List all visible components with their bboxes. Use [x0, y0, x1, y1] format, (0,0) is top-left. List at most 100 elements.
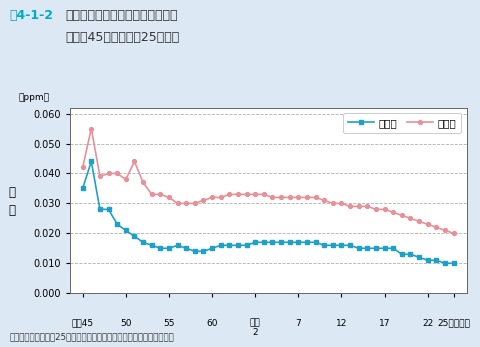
自排局	[106, 171, 111, 176]
一般局	[209, 246, 215, 251]
一般局	[432, 258, 438, 262]
一般局	[166, 246, 171, 251]
自排局	[148, 192, 154, 196]
自排局	[338, 201, 344, 205]
自排局	[415, 219, 421, 223]
自排局	[80, 166, 85, 170]
一般局	[183, 246, 189, 251]
自排局	[424, 222, 430, 227]
Text: 22: 22	[421, 319, 432, 328]
自排局	[140, 180, 145, 185]
Text: 昭和45: 昭和45	[72, 319, 94, 328]
自排局	[364, 204, 370, 209]
Text: 2: 2	[252, 328, 257, 337]
一般局	[140, 240, 145, 244]
自排局	[372, 207, 378, 211]
一般局	[303, 240, 309, 244]
一般局	[252, 240, 258, 244]
一般局	[390, 246, 396, 251]
Line: 自排局: 自排局	[81, 127, 455, 235]
Text: 濃
度: 濃 度	[9, 186, 15, 217]
Text: 二酸化窒素濃度の年平均値の推移: 二酸化窒素濃度の年平均値の推移	[65, 9, 177, 22]
自排局	[390, 210, 396, 214]
自排局	[235, 192, 240, 196]
自排局	[226, 192, 232, 196]
一般局	[398, 252, 404, 256]
一般局	[123, 228, 129, 232]
自排局	[295, 195, 300, 200]
一般局	[381, 246, 387, 251]
一般局	[97, 207, 103, 211]
自排局	[277, 195, 283, 200]
一般局	[441, 261, 447, 265]
Text: 資料：環境省「平成25年度大気汚染状況について（報道発表資料）」: 資料：環境省「平成25年度大気汚染状況について（報道発表資料）」	[10, 333, 174, 342]
一般局	[364, 246, 370, 251]
自排局	[398, 213, 404, 218]
自排局	[123, 177, 129, 181]
一般局	[269, 240, 275, 244]
自排局	[347, 204, 352, 209]
自排局	[450, 231, 456, 235]
Text: 25（年度）: 25（年度）	[436, 319, 469, 328]
自排局	[209, 195, 215, 200]
一般局	[312, 240, 318, 244]
自排局	[381, 207, 387, 211]
Text: （ppm）: （ppm）	[18, 93, 49, 102]
自排局	[432, 225, 438, 229]
一般局	[347, 243, 352, 247]
一般局	[217, 243, 223, 247]
自排局	[329, 201, 335, 205]
Line: 一般局: 一般局	[81, 160, 455, 265]
一般局	[329, 243, 335, 247]
自排局	[192, 201, 197, 205]
一般局	[88, 159, 94, 163]
自排局	[243, 192, 249, 196]
一般局	[226, 243, 232, 247]
自排局	[97, 174, 103, 178]
一般局	[415, 255, 421, 259]
一般局	[424, 258, 430, 262]
一般局	[338, 243, 344, 247]
一般局	[235, 243, 240, 247]
自排局	[407, 216, 412, 220]
一般局	[277, 240, 283, 244]
自排局	[303, 195, 309, 200]
自排局	[261, 192, 266, 196]
一般局	[80, 186, 85, 191]
自排局	[286, 195, 292, 200]
一般局	[157, 246, 163, 251]
一般局	[450, 261, 456, 265]
Text: 17: 17	[378, 319, 390, 328]
一般局	[148, 243, 154, 247]
Text: （昭和45年度～平成25年度）: （昭和45年度～平成25年度）	[65, 31, 179, 44]
自排局	[355, 204, 361, 209]
Text: 60: 60	[206, 319, 217, 328]
自排局	[312, 195, 318, 200]
自排局	[157, 192, 163, 196]
自排局	[114, 171, 120, 176]
自排局	[269, 195, 275, 200]
一般局	[261, 240, 266, 244]
一般局	[106, 207, 111, 211]
一般局	[132, 234, 137, 238]
一般局	[174, 243, 180, 247]
一般局	[321, 243, 326, 247]
Text: 図4-1-2: 図4-1-2	[10, 9, 53, 22]
Legend: 一般局, 自排局: 一般局, 自排局	[342, 113, 460, 133]
自排局	[183, 201, 189, 205]
自排局	[321, 198, 326, 202]
一般局	[200, 249, 206, 253]
自排局	[166, 195, 171, 200]
Text: 7: 7	[295, 319, 300, 328]
一般局	[372, 246, 378, 251]
一般局	[243, 243, 249, 247]
自排局	[441, 228, 447, 232]
Text: 55: 55	[163, 319, 174, 328]
一般局	[295, 240, 300, 244]
一般局	[192, 249, 197, 253]
Text: 12: 12	[335, 319, 347, 328]
自排局	[132, 159, 137, 163]
一般局	[407, 252, 412, 256]
自排局	[200, 198, 206, 202]
自排局	[217, 195, 223, 200]
